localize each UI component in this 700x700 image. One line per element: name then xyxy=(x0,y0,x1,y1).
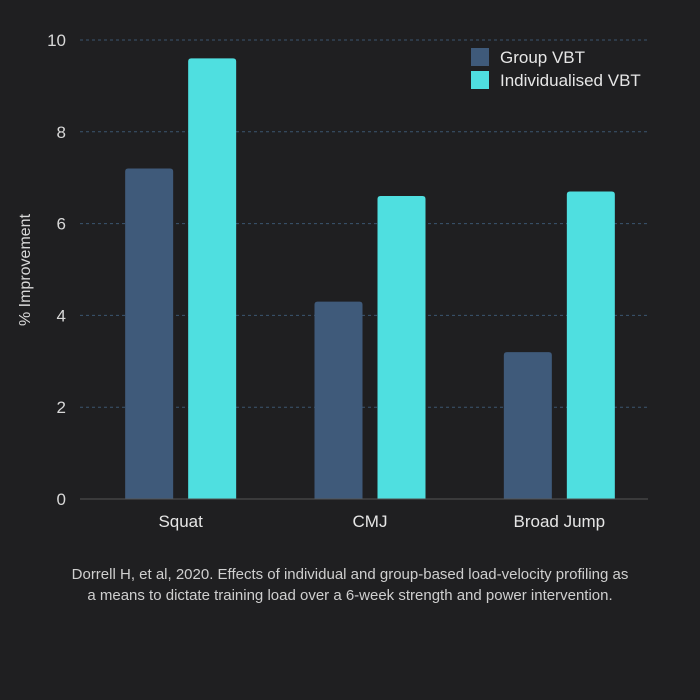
x-tick-label: Broad Jump xyxy=(513,512,605,531)
legend: Group VBT Individualised VBT xyxy=(471,48,641,90)
y-tick-label: 10 xyxy=(47,31,66,50)
caption-line-1: Dorrell H, et al, 2020. Effects of indiv… xyxy=(71,566,629,583)
citation-caption: Dorrell H, et al, 2020. Effects of indiv… xyxy=(40,564,660,606)
legend-label-individualised-vbt: Individualised VBT xyxy=(500,71,641,90)
bar-individualised-vbt-cmj xyxy=(377,196,426,499)
legend-label-group-vbt: Group VBT xyxy=(500,48,585,67)
x-tick-label: CMJ xyxy=(353,512,388,531)
legend-swatch-group-vbt xyxy=(471,48,489,66)
grid-layer xyxy=(80,39,648,408)
bar-group-vbt-broad-jump xyxy=(503,352,552,499)
bar-individualised-vbt-broad-jump xyxy=(566,191,615,499)
y-tick-label: 8 xyxy=(57,123,66,142)
y-tick-label: 6 xyxy=(57,215,66,234)
legend-swatch-individualised-vbt xyxy=(471,71,489,89)
axis-layer: 0 2 4 6 8 10 Squat CMJ Broad Jump xyxy=(47,31,648,531)
caption-line-2: a means to dictate training load over a … xyxy=(87,587,613,604)
bar-group-vbt-squat xyxy=(125,168,174,499)
y-axis-label: % Improvement xyxy=(17,213,34,326)
y-tick-label: 2 xyxy=(57,398,66,417)
bars-layer xyxy=(125,58,615,500)
x-tick-label: Squat xyxy=(158,512,203,531)
y-tick-label: 4 xyxy=(57,306,66,325)
bar-group-vbt-cmj xyxy=(314,301,363,499)
bar-individualised-vbt-squat xyxy=(188,58,237,500)
y-tick-label: 0 xyxy=(57,490,66,509)
